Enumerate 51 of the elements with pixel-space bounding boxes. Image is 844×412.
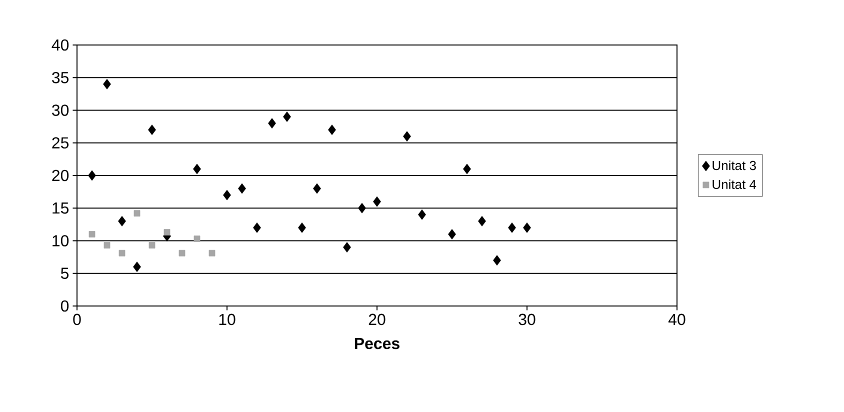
point <box>134 210 140 217</box>
x-tick-label: 10 <box>219 314 236 326</box>
point <box>463 164 471 174</box>
x-tick-label: 40 <box>668 314 686 326</box>
point <box>238 183 246 194</box>
point <box>523 222 531 233</box>
y-tick-label: 0 <box>60 300 69 312</box>
point <box>88 231 96 238</box>
point <box>88 170 96 181</box>
point <box>343 242 351 252</box>
point <box>508 222 516 233</box>
point <box>223 190 231 200</box>
point <box>268 118 276 128</box>
point <box>148 242 156 249</box>
point <box>148 124 156 136</box>
y-tick-label: 30 <box>52 104 69 116</box>
point <box>118 250 126 256</box>
point <box>104 242 110 249</box>
legend-label: Unitat 4 <box>712 179 756 190</box>
point <box>283 112 291 122</box>
point <box>358 202 366 214</box>
y-tick-label: 10 <box>52 235 69 246</box>
point <box>208 250 216 256</box>
point <box>493 255 501 266</box>
x-tick-label: 0 <box>73 314 81 326</box>
x-tick-label: 20 <box>368 314 386 326</box>
point <box>478 216 486 226</box>
y-tick-label: 35 <box>52 72 69 84</box>
point <box>194 236 200 242</box>
y-tick-label: 25 <box>52 137 69 149</box>
y-tick-label: 15 <box>52 202 69 214</box>
point <box>373 196 381 207</box>
point <box>103 78 111 90</box>
point <box>418 209 426 220</box>
point <box>403 131 411 142</box>
point <box>253 222 261 233</box>
legend-label: Unitat 3 <box>712 160 756 170</box>
point <box>298 222 306 233</box>
y-tick-label: 40 <box>52 39 69 51</box>
point <box>193 164 201 174</box>
x-axis-title: Peces <box>354 338 400 350</box>
point <box>448 229 456 240</box>
point <box>133 262 141 272</box>
y-tick-label: 5 <box>60 268 69 279</box>
point <box>313 183 321 194</box>
point <box>164 229 170 236</box>
point <box>118 216 126 226</box>
x-tick-label: 30 <box>518 314 536 326</box>
point <box>328 124 336 136</box>
point <box>178 250 186 256</box>
y-tick-label: 20 <box>52 170 69 182</box>
